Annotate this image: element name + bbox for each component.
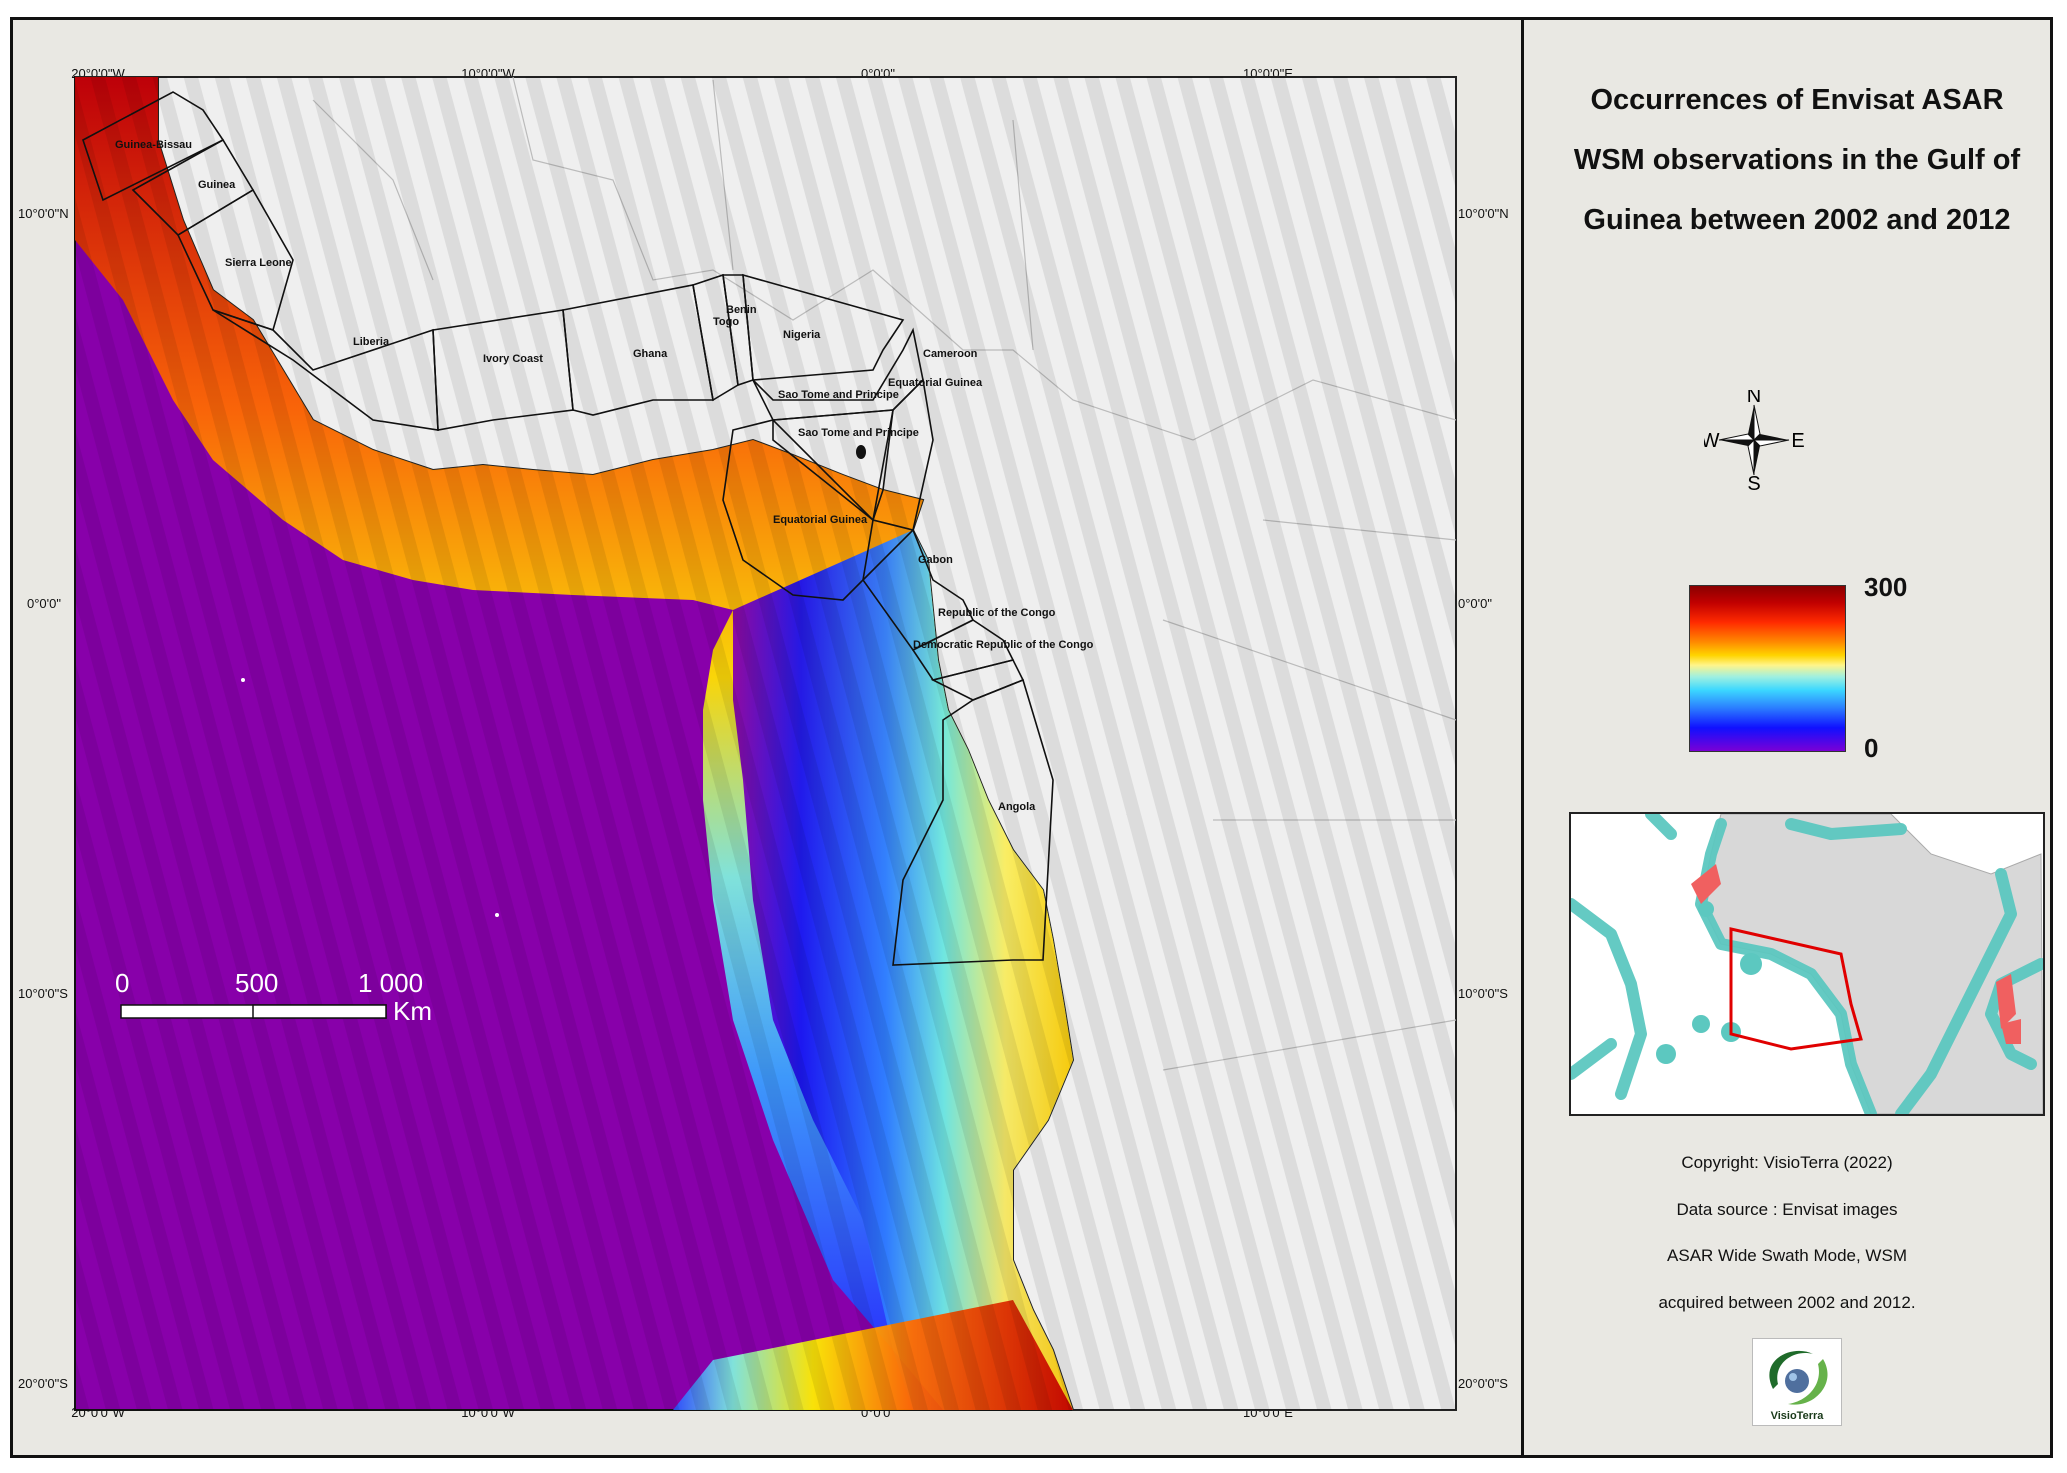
credit-source: Data source : Envisat images <box>1676 1200 1898 1219</box>
eez-label: Angola <box>998 801 1036 813</box>
lat-label-right: 10°0'0"N <box>1458 206 1509 221</box>
scale-tick: 0 <box>115 968 129 998</box>
eez-label: Liberia <box>353 336 390 348</box>
map-panel: 20°0'0"W 10°0'0"W 0°0'0" 10°0'0"E 20°0'0… <box>13 20 1521 1455</box>
logo-text: VisioTerra <box>1771 1410 1825 1422</box>
compass-north: N <box>1747 390 1761 407</box>
compass-rose-icon: N S E W <box>1704 390 1804 490</box>
visioterra-logo: VisioTerra <box>1752 1338 1842 1426</box>
legend-panel: Occurrences of Envisat ASAR WSM observat… <box>1521 20 2050 1455</box>
map-frame: 20°0'0"W 10°0'0"W 0°0'0" 10°0'0"E 20°0'0… <box>10 17 2053 1458</box>
lat-label-right: 10°0'0"S <box>1458 986 1508 1001</box>
lat-label-left: 10°0'0"N <box>18 206 69 221</box>
eez-label: Benin <box>726 304 757 316</box>
eez-label: Equatorial Guinea <box>888 377 983 389</box>
eez-label: Nigeria <box>783 329 821 341</box>
eez-label: Gabon <box>918 554 953 566</box>
colorbar <box>1689 585 1846 752</box>
scale-tick: 500 <box>235 968 278 998</box>
scale-bar: 0 500 1 000 Km <box>115 968 432 1026</box>
eez-label: Togo <box>713 316 739 328</box>
eez-label: Guinea-Bissau <box>115 139 192 151</box>
colorbar-max-label: 300 <box>1864 572 1908 602</box>
eez-label: Ivory Coast <box>483 353 543 365</box>
eez-label: Sao Tome and Principe <box>778 389 899 401</box>
credit-mode: ASAR Wide Swath Mode, WSM <box>1667 1246 1907 1265</box>
credit-copyright: Copyright: VisioTerra (2022) <box>1681 1153 1893 1172</box>
map-canvas: Guinea-Bissau Guinea Sierra Leone Liberi… <box>74 76 1457 1411</box>
scale-tick: 1 000 <box>358 968 423 998</box>
lat-label-left: 20°0'0"S <box>18 1376 68 1391</box>
lat-label-right: 0°0'0" <box>1458 596 1492 611</box>
map-title: Occurrences of Envisat ASAR WSM observat… <box>1573 84 2021 236</box>
compass-west: W <box>1704 430 1720 452</box>
eez-label: Ghana <box>633 348 668 360</box>
island <box>495 913 499 917</box>
eez-label: Guinea <box>198 179 236 191</box>
lat-label-left: 0°0'0" <box>27 596 61 611</box>
lat-label-left: 10°0'0"S <box>18 986 68 1001</box>
inset-overview-map <box>1569 812 2045 1116</box>
inset-region-box <box>1729 927 1863 1051</box>
swath-texture <box>75 77 1456 1410</box>
eez-label: Democratic Republic of the Congo <box>913 639 1094 651</box>
eez-label: Sao Tome and Principe <box>798 427 919 439</box>
colorbar-min-label: 0 <box>1864 733 1879 763</box>
island <box>241 678 245 682</box>
credit-period: acquired between 2002 and 2012. <box>1658 1293 1916 1312</box>
lat-label-right: 20°0'0"S <box>1458 1376 1508 1391</box>
eez-label: Sierra Leone <box>225 257 292 269</box>
scale-unit: Km <box>393 996 432 1026</box>
island <box>856 445 866 459</box>
eez-label: Republic of the Congo <box>938 607 1056 619</box>
compass-south: S <box>1747 473 1760 490</box>
eez-boundaries <box>82 91 1054 966</box>
eez-label: Equatorial Guinea <box>773 514 868 526</box>
compass-east: E <box>1791 430 1804 452</box>
eez-label: Cameroon <box>923 348 978 360</box>
